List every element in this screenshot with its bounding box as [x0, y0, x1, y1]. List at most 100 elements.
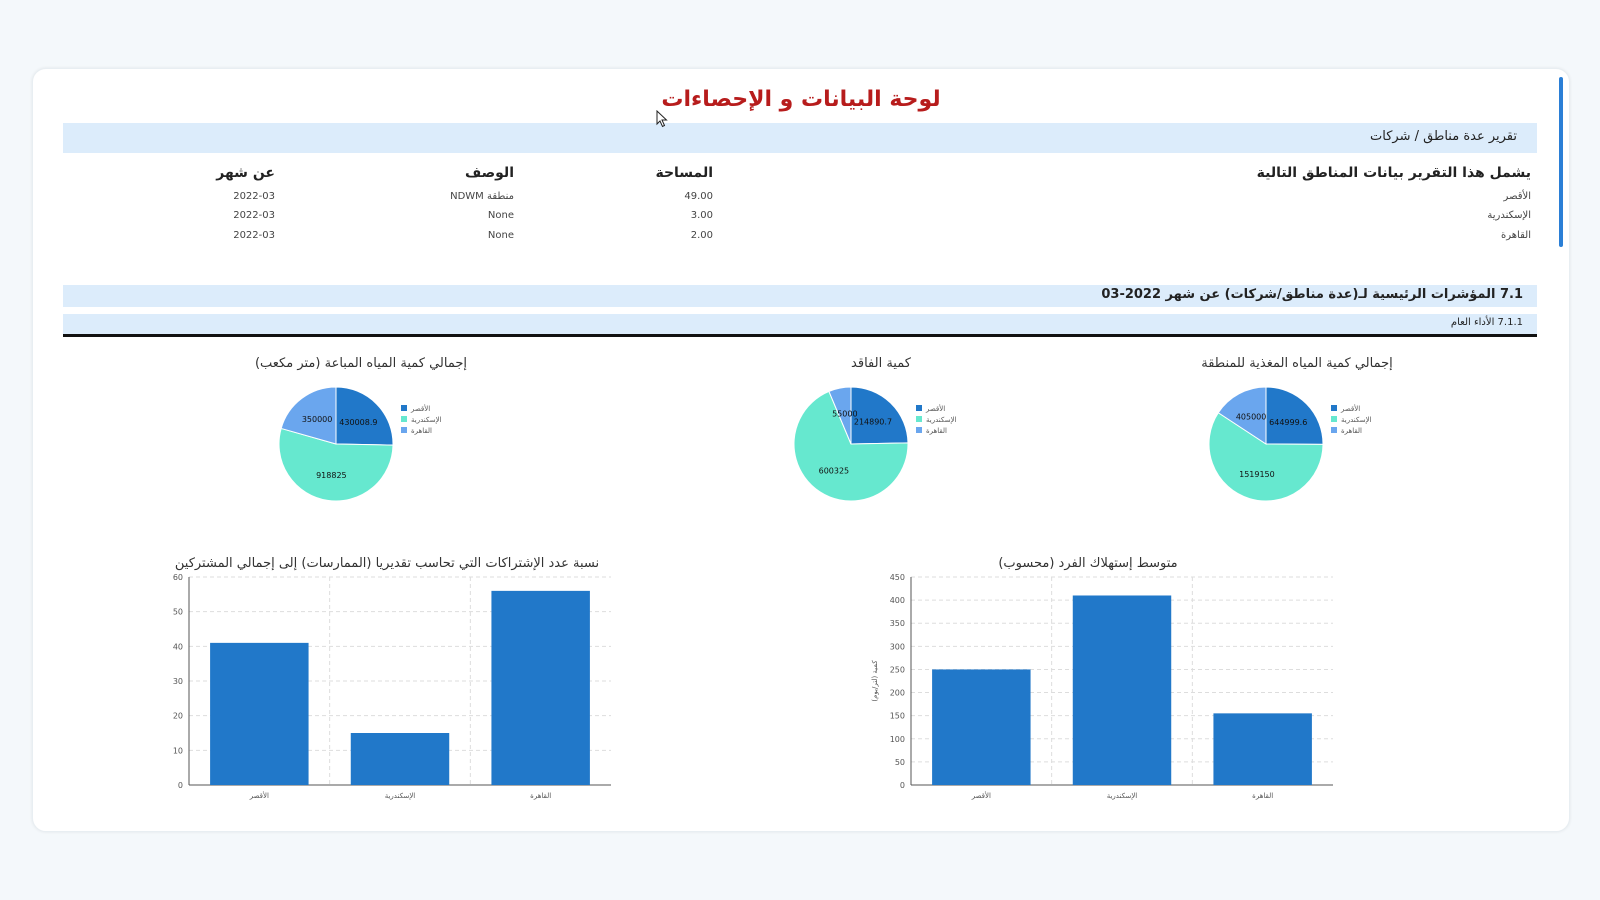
pie-slice: [850, 386, 909, 445]
legend-swatch: [401, 405, 407, 411]
bar-chart-estimated-subscriptions: 0 10 20 30 40 50 60 الأقصر الإسكندرية القاهرة: [173, 573, 611, 800]
bar: [932, 669, 1031, 785]
y-tick-label: 400: [890, 596, 905, 605]
legend-label: القاهرة: [926, 427, 947, 435]
legend-swatch: [401, 427, 407, 433]
pie-slice: [280, 386, 337, 445]
pie-slice: [828, 386, 852, 445]
region-description: None: [487, 230, 514, 241]
kpi-section-header: 7.1 المؤشرات الرئيسية لـ(عدة مناطق/شركات…: [63, 285, 1537, 307]
y-tick-label: 10: [173, 746, 183, 755]
y-tick-label: 300: [890, 642, 905, 651]
region-area: 3.00: [690, 210, 713, 221]
performance-section-header: 7.1.1 الأداء العام: [63, 314, 1537, 337]
legend-label: الأقصر: [410, 404, 430, 413]
pie-chart-sold-water: 430008.9 918825 350000 الأقصر الإسكندرية القا…: [278, 386, 442, 502]
dashboard-card: لوحة البيانات و الإحصاءات تقرير عدة مناط…: [32, 68, 1570, 832]
pie-data-label: 350000: [302, 415, 333, 424]
pie-slice: [335, 386, 394, 446]
legend-swatch: [401, 416, 407, 422]
bar-chart-title: متوسط إستهلاك الفرد (محسوب): [998, 556, 1178, 571]
legend-label: الأقصر: [925, 404, 945, 413]
legend-label: الإسكندرية: [1341, 416, 1372, 424]
legend-label: القاهرة: [411, 427, 432, 435]
pie-chart-title: إجمالي كمية المياه المباعة (متر مكعب): [254, 356, 467, 371]
pie-slice: [1265, 386, 1324, 445]
legend-swatch: [1331, 427, 1337, 433]
y-tick-label: 40: [173, 642, 183, 651]
y-axis-label: كمية (لتر/يوم): [871, 660, 879, 702]
region-month: 2022-03: [233, 210, 275, 221]
kpi-label: 7.1 المؤشرات الرئيسية لـ(عدة مناطق/شركات…: [1101, 287, 1523, 302]
bar: [210, 642, 309, 785]
region-area: 2.00: [690, 230, 713, 241]
region-area: 49.00: [684, 191, 713, 202]
legend-swatch: [916, 427, 922, 433]
y-tick-label: 50: [895, 758, 905, 767]
y-tick-label: 200: [890, 689, 905, 698]
pie-data-label: 214890.7: [854, 418, 892, 427]
legend-swatch: [916, 416, 922, 422]
vertical-scrollbar[interactable]: [1559, 77, 1563, 247]
legend-label: الإسكندرية: [926, 416, 957, 424]
bar-chart-title: نسبة عدد الإشتراكات التي تحاسب تقديريا (…: [174, 556, 600, 571]
pie-data-label: 600325: [819, 466, 850, 475]
pie-chart-title: إجمالي كمية المياه المغذية للمنطقة: [1201, 356, 1393, 371]
x-tick-label: القاهرة: [530, 792, 551, 800]
bar: [491, 590, 590, 785]
region-name: الإسكندرية: [1487, 210, 1531, 221]
report-banner: تقرير عدة مناطق / شركات: [63, 123, 1537, 153]
y-tick-label: 350: [890, 619, 905, 628]
pie-slice: [793, 390, 909, 502]
y-tick-label: 0: [178, 781, 183, 790]
x-tick-label: الأقصر: [249, 791, 269, 800]
x-tick-label: القاهرة: [1252, 792, 1273, 800]
y-tick-label: 250: [890, 665, 905, 674]
legend-label: الإسكندرية: [411, 416, 442, 424]
month-header: عن شهر: [216, 165, 275, 181]
y-tick-label: 450: [890, 573, 905, 582]
pie-data-label: 430008.9: [339, 418, 377, 427]
pie-data-label: 918825: [316, 471, 347, 480]
report-label: تقرير عدة مناطق / شركات: [1370, 129, 1517, 144]
pie-slice: [278, 427, 394, 502]
legend-label: القاهرة: [1341, 427, 1362, 435]
pie-data-label: 405000: [1236, 412, 1267, 421]
bar: [1213, 713, 1312, 785]
region-month: 2022-03: [233, 230, 275, 241]
region-description: منطقة NDWM: [450, 191, 514, 202]
description-header: الوصف: [464, 165, 514, 181]
region-description: None: [487, 210, 514, 221]
pie-slice: [1208, 412, 1324, 502]
mouse-cursor-icon: [656, 110, 668, 128]
y-tick-label: 150: [890, 712, 905, 721]
legend-swatch: [916, 405, 922, 411]
legend-swatch: [1331, 416, 1337, 422]
area-header: المساحة: [655, 165, 713, 181]
y-tick-label: 100: [890, 735, 905, 744]
pie-slice: [1217, 386, 1267, 445]
regions-heading: يشمل هذا التقرير بيانات المناطق التالية: [1256, 165, 1531, 181]
region-month: 2022-03: [233, 191, 275, 202]
x-tick-label: الإسكندرية: [1107, 792, 1138, 800]
bar: [350, 733, 450, 785]
pie-chart-title: كمية الفاقد: [851, 356, 911, 371]
pie-chart-fed-water: 644999.6 1519150 405000 الأقصر الإسكندرية الق…: [1208, 386, 1372, 502]
y-tick-label: 0: [900, 781, 905, 790]
legend-swatch: [1331, 405, 1337, 411]
pie-data-label: 1519150: [1239, 470, 1275, 479]
pie-chart-loss: 214890.7 600325 55000 الأقصر الإسكندرية القاه…: [793, 386, 957, 502]
region-name: القاهرة: [1501, 230, 1531, 241]
region-name: الأقصر: [1503, 191, 1531, 202]
pie-data-label: 55000: [832, 409, 857, 418]
bar: [1072, 595, 1172, 785]
x-tick-label: الإسكندرية: [385, 792, 416, 800]
y-tick-label: 20: [173, 712, 183, 721]
y-tick-label: 50: [173, 608, 183, 617]
bar-chart-consumption: 0 50 100 150 200 250 300 350 400 450 الأقصر الإسكند…: [871, 573, 1333, 800]
page-title: لوحة البيانات و الإحصاءات: [661, 87, 941, 112]
y-tick-label: 60: [173, 573, 183, 582]
legend-label: الأقصر: [1340, 404, 1360, 413]
pie-data-label: 644999.6: [1269, 418, 1307, 427]
x-tick-label: الأقصر: [971, 791, 991, 800]
